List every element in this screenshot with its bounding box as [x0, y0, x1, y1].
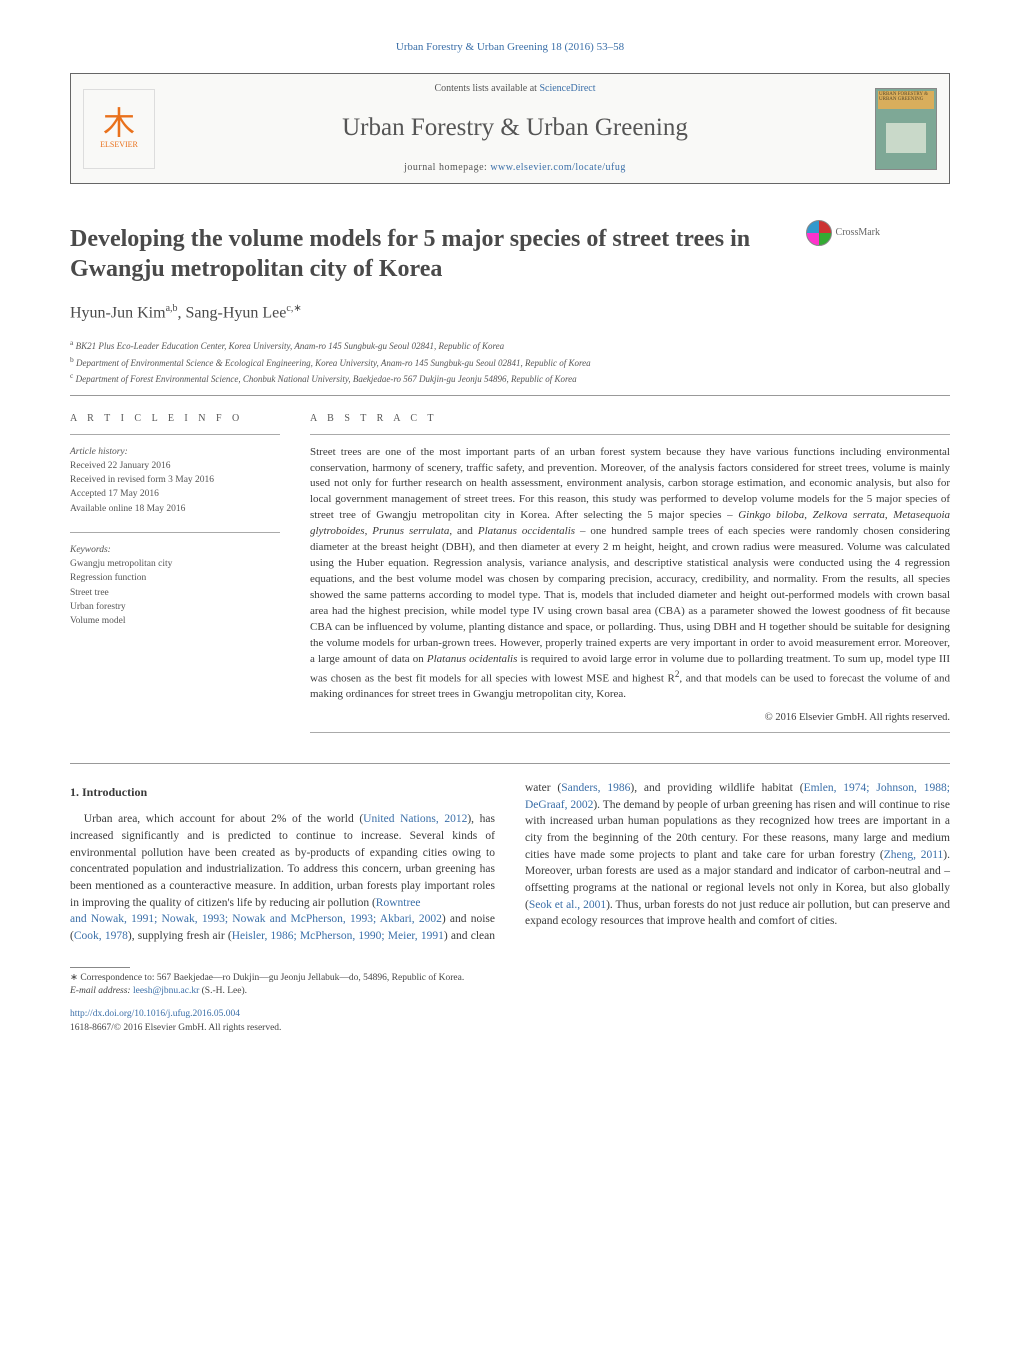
homepage-link[interactable]: www.elsevier.com/locate/ufug: [490, 162, 626, 173]
abstract-copyright: © 2016 Elsevier GmbH. All rights reserve…: [310, 711, 950, 726]
abstract-text: Street trees are one of the most importa…: [310, 445, 950, 704]
footer: http://dx.doi.org/10.1016/j.ufug.2016.05…: [70, 1008, 950, 1035]
keyword: Volume model: [70, 614, 280, 628]
masthead: ⽊ ELSEVIER Contents lists available at S…: [70, 73, 950, 184]
affiliations: a BK21 Plus Eco-Leader Education Center,…: [70, 337, 950, 387]
history-item: Received in revised form 3 May 2016: [70, 473, 280, 487]
footnotes: ∗ Correspondence to: 567 Baekjedae—ro Du…: [70, 967, 492, 999]
section-heading: 1. Introduction: [70, 784, 495, 801]
article-title: Developing the volume models for 5 major…: [70, 224, 790, 284]
body-two-column: 1. Introduction Urban area, which accoun…: [70, 780, 950, 945]
journal-cover-thumbnail: URBAN FORESTRY & URBAN GREENING: [875, 88, 937, 170]
article-info-heading: a r t i c l e i n f o: [70, 412, 280, 426]
authors: Hyun-Jun Kima,b, Sang-Hyun Leec,∗: [70, 302, 950, 325]
divider: [70, 763, 950, 764]
masthead-center: Contents lists available at ScienceDirec…: [155, 82, 875, 175]
divider: [70, 395, 950, 396]
elsevier-label: ELSEVIER: [100, 139, 138, 150]
divider: [70, 434, 280, 435]
history-item: Received 22 January 2016: [70, 459, 280, 473]
divider: [70, 532, 280, 533]
contents-available: Contents lists available at ScienceDirec…: [167, 82, 863, 96]
article-info-column: a r t i c l e i n f o Article history: R…: [70, 412, 280, 743]
elsevier-logo: ⽊ ELSEVIER: [83, 89, 155, 169]
history-item: Available online 18 May 2016: [70, 502, 280, 516]
keyword: Street tree: [70, 586, 280, 600]
divider: [310, 434, 950, 435]
keywords-label: Keywords:: [70, 543, 280, 557]
history-label: Article history:: [70, 445, 280, 459]
elsevier-tree-icon: ⽊: [103, 107, 135, 139]
body-paragraph: Urban area, which account for about 2% o…: [70, 811, 495, 911]
journal-title: Urban Forestry & Urban Greening: [167, 110, 863, 145]
abstract-heading: a b s t r a c t: [310, 412, 950, 426]
divider: [310, 732, 950, 733]
keyword: Regression function: [70, 571, 280, 585]
crossmark-badge[interactable]: CrossMark: [806, 220, 880, 246]
cover-image-icon: [886, 123, 926, 153]
article-history: Article history: Received 22 January 201…: [70, 445, 280, 516]
email-line: E-mail address: leesh@jbnu.ac.kr (S.-H. …: [70, 985, 492, 998]
history-item: Accepted 17 May 2016: [70, 487, 280, 501]
doi-link[interactable]: http://dx.doi.org/10.1016/j.ufug.2016.05…: [70, 1009, 240, 1019]
journal-homepage: journal homepage: www.elsevier.com/locat…: [167, 161, 863, 175]
keywords-block: Keywords: Gwangju metropolitan city Regr…: [70, 543, 280, 629]
issn-copyright: 1618-8667/© 2016 Elsevier GmbH. All righ…: [70, 1022, 950, 1035]
sciencedirect-link[interactable]: ScienceDirect: [539, 83, 595, 94]
info-abstract-row: a r t i c l e i n f o Article history: R…: [70, 412, 950, 743]
keyword: Gwangju metropolitan city: [70, 557, 280, 571]
email-link[interactable]: leesh@jbnu.ac.kr: [133, 986, 199, 996]
keyword: Urban forestry: [70, 600, 280, 614]
footnote-rule: [70, 967, 130, 968]
journal-reference: Urban Forestry & Urban Greening 18 (2016…: [70, 40, 950, 55]
abstract-column: a b s t r a c t Street trees are one of …: [310, 412, 950, 743]
crossmark-icon: [806, 220, 832, 246]
corresponding-author: ∗ Correspondence to: 567 Baekjedae—ro Du…: [70, 972, 492, 985]
cover-title: URBAN FORESTRY & URBAN GREENING: [878, 91, 934, 109]
